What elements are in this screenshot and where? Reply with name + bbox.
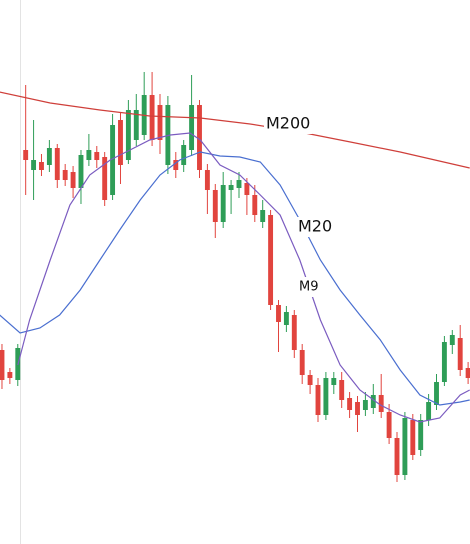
label-background [296, 217, 335, 237]
candle-body [118, 120, 123, 165]
candle-body [457, 338, 463, 370]
candle-body [386, 412, 392, 438]
label-background [297, 277, 321, 297]
candle-body [236, 180, 242, 188]
candle-body [39, 162, 44, 170]
candle-body [449, 335, 455, 345]
candle-body [283, 312, 289, 325]
candle-body [204, 170, 210, 190]
candle-body [410, 420, 416, 455]
candle-body [0, 350, 5, 380]
candle-body [86, 150, 92, 160]
candle-body [299, 350, 305, 375]
candle-body [355, 402, 360, 415]
candle-body [46, 148, 52, 165]
candle-body [418, 420, 424, 450]
candle-body [394, 438, 400, 475]
candle-body [197, 105, 202, 170]
candle-body [212, 190, 218, 222]
candle-body [426, 402, 432, 420]
candle-body [291, 315, 297, 350]
candle-body [7, 372, 13, 378]
candle-body [23, 150, 29, 160]
candle-body [323, 378, 329, 415]
candle-body [54, 148, 60, 180]
candle-body [78, 155, 84, 188]
candle-body [189, 105, 195, 150]
candle-body [441, 342, 447, 382]
candle-body [220, 185, 226, 222]
moving-average-line [0, 151, 470, 406]
label-background [264, 114, 313, 134]
candle-body [339, 380, 345, 400]
candle-body [434, 382, 439, 405]
candle-body [31, 160, 37, 170]
candle-body [62, 170, 68, 180]
candle-body [370, 395, 376, 408]
candle-body [244, 183, 250, 195]
candle-body [228, 185, 234, 190]
candle-body [402, 418, 408, 475]
candle-body [331, 378, 337, 385]
series-label: M20 [298, 217, 332, 236]
candle-body [181, 145, 187, 165]
candle-body [94, 152, 100, 160]
moving-average-line [0, 91, 470, 169]
candle-body [362, 400, 368, 410]
candle-body [307, 375, 313, 385]
candle-body [157, 105, 163, 140]
candle-body [315, 385, 321, 415]
candle-body [149, 95, 155, 140]
candle-body [378, 395, 384, 412]
candle-body [347, 398, 353, 410]
candle-body [260, 210, 266, 222]
candle-body [125, 110, 131, 160]
candle-body [133, 110, 139, 140]
candle-body [70, 172, 76, 188]
moving-average-line [17, 132, 470, 423]
candle-body [173, 160, 179, 170]
candle-body [102, 157, 108, 200]
candle-body [268, 215, 274, 305]
candle-body [110, 125, 116, 195]
candle-body [252, 195, 258, 215]
candle-body [465, 368, 470, 378]
series-label: M9 [299, 280, 319, 295]
candle-body [276, 305, 281, 322]
series-label: M200 [266, 114, 310, 133]
